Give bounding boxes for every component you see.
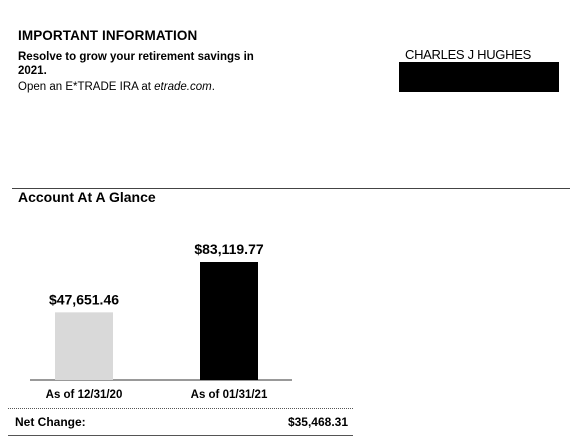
net-change-label: Net Change: <box>15 415 86 429</box>
bar-value-label-2: $83,119.77 <box>194 241 264 257</box>
chart-bars: $47,651.46 As of 12/31/20 $83,119.77 As of … <box>46 241 268 401</box>
bar-category-label-2: As of 01/31/21 <box>191 389 268 401</box>
ira-promo-suffix: . <box>211 81 215 93</box>
account-at-a-glance-title: Account At A Glance <box>18 189 156 205</box>
retirement-savings-message: Resolve to grow your retirement savings … <box>18 51 254 77</box>
net-change-dotted-rule <box>8 408 353 409</box>
bar-2 <box>200 262 258 380</box>
section-divider <box>12 188 570 189</box>
net-change-bottom-rule <box>8 435 353 436</box>
ira-promo-text: Open an E*TRADE IRA at <box>18 81 155 93</box>
etrade-link[interactable]: etrade.com <box>154 81 212 93</box>
important-information-heading: IMPORTANT INFORMATION <box>18 28 198 43</box>
ira-promo-line: Open an E*TRADE IRA at etrade.com. <box>18 81 215 93</box>
bar-1 <box>55 312 113 380</box>
redacted-address-block <box>399 62 559 92</box>
net-change-value: $35,468.31 <box>287 415 348 429</box>
bar-value-label-1: $47,651.46 <box>49 291 119 307</box>
account-holder-name: CHARLES J HUGHES <box>405 47 531 62</box>
bar-category-label-1: As of 12/31/20 <box>46 389 123 401</box>
